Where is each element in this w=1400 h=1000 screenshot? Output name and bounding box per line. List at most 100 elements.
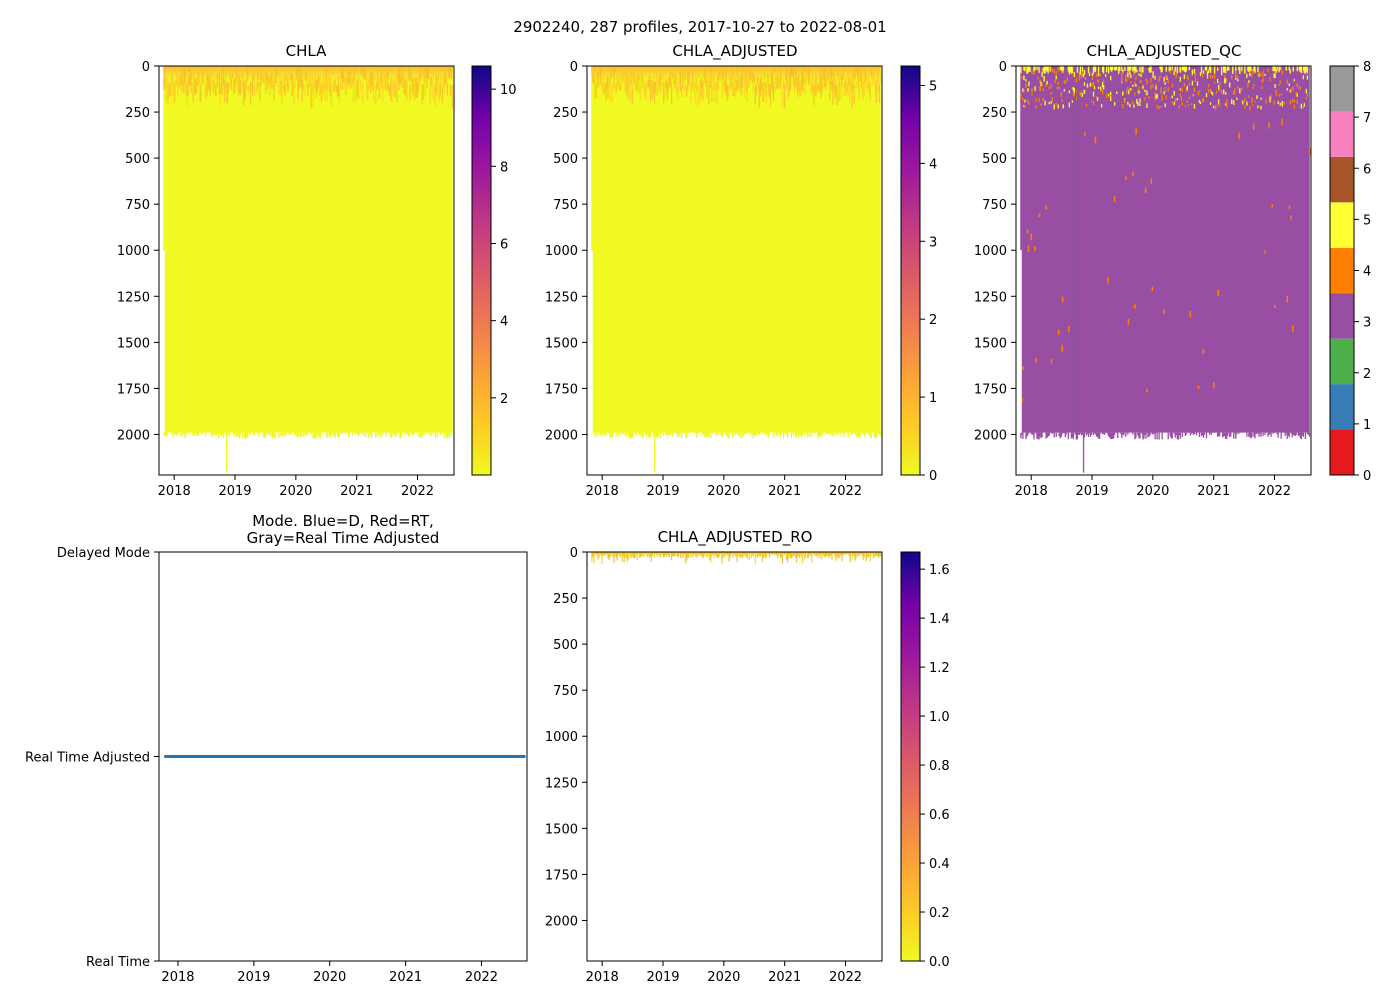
- chla-adjusted-qc-x-tick-label-2022: 2022: [1258, 484, 1291, 499]
- chla-surface-col: [420, 66, 422, 79]
- chla-adjusted-surface-col: [609, 79, 611, 102]
- chla-adjusted-qc-surface-speck: [1289, 69, 1291, 74]
- chla-adjusted-qc-surface-speck: [1134, 92, 1136, 96]
- chla-adjusted-qc-surface-speck: [1198, 90, 1201, 93]
- chla-adjusted-qc-bottom-col: [1193, 432, 1196, 435]
- chla-adjusted-bottom-col: [843, 432, 845, 438]
- chla-bottom-col: [212, 432, 214, 434]
- chla-adjusted-qc-surface-top: [1087, 66, 1090, 73]
- chla-adjusted-ro-ro-col: [756, 552, 758, 558]
- chla-adjusted-qc-surface-top: [1205, 66, 1208, 71]
- chla-adjusted-y-tick-label-750: 750: [553, 198, 578, 213]
- chla-surface-col: [444, 69, 447, 84]
- chla-adjusted-qc-surface-speck: [1146, 90, 1148, 96]
- chla-surface-col: [346, 71, 349, 83]
- chla-adjusted-qc-surface-top: [1036, 66, 1038, 71]
- chla-adjusted-qc-bottom-col: [1291, 432, 1293, 438]
- chla-adjusted-qc-surface-speck: [1161, 98, 1163, 101]
- chla-adjusted-ro-ro-col: [845, 552, 847, 555]
- chla-adjusted-qc-bottom-col: [1080, 432, 1083, 436]
- chla-adjusted-bottom-col: [752, 432, 754, 439]
- chla-adjusted-qc-flag: [1151, 286, 1154, 292]
- chla-surface-col: [414, 77, 416, 101]
- chla-adjusted-bottom-col: [704, 432, 706, 438]
- chla-surface-col: [164, 69, 166, 88]
- chla-adjusted-qc-flag: [1038, 213, 1041, 217]
- chla-adjusted-bottom-col: [785, 432, 788, 435]
- chla-adjusted-qc-surface-speck: [1293, 99, 1295, 103]
- chla-adjusted-surface-col: [629, 80, 631, 102]
- chla-surface-col: [343, 75, 346, 86]
- chla-adjusted-qc-colorbar-segment-6: [1330, 156, 1354, 203]
- chla-adjusted-surface-col: [798, 74, 800, 93]
- chla-bottom-col: [213, 432, 216, 435]
- chla-bottom-col: [417, 432, 419, 437]
- chla-adjusted-surface-col: [674, 73, 677, 84]
- chla-adjusted-bottom-col: [681, 432, 683, 439]
- chla-adjusted-ro-ro-col: [728, 552, 730, 562]
- chla-adjusted-surface-col: [839, 70, 841, 81]
- chla-adjusted-qc-bottom-col: [1205, 432, 1208, 439]
- chla-bottom-col: [329, 432, 332, 438]
- chla-surface-col: [326, 81, 328, 102]
- chla-adjusted-qc-bottom-col: [1111, 432, 1113, 440]
- chla-adjusted-qc-surface-speck: [1273, 100, 1275, 105]
- chla-adjusted-qc-surface-speck: [1023, 75, 1025, 81]
- chla-adjusted-surface-col: [854, 67, 856, 80]
- chla-adjusted-surface-col: [800, 80, 802, 97]
- chla-bottom-col: [246, 432, 249, 438]
- chla-adjusted-surface-col: [753, 73, 755, 84]
- chla-adjusted-surface-col: [689, 70, 691, 79]
- chla-adjusted-ro-ro-col: [716, 552, 718, 558]
- chla-adjusted-qc-surface-speck: [1095, 96, 1098, 99]
- chla-bottom-col: [269, 432, 271, 437]
- chla-surface-col: [293, 84, 295, 105]
- chla-bottom-col: [439, 432, 441, 436]
- chla-adjusted-qc-bottom-col: [1088, 432, 1091, 434]
- chla-adjusted-ro-ro-col: [867, 552, 869, 557]
- chla-adjusted-surface-col: [604, 84, 606, 92]
- chla-bottom-col: [174, 432, 176, 435]
- chla-adjusted-qc-bottom-col: [1307, 432, 1310, 435]
- chla-adjusted-qc-bottom-col: [1081, 432, 1084, 435]
- chla-adjusted-ro-ro-col: [619, 552, 621, 558]
- chla-adjusted-qc-bottom-col: [1117, 432, 1119, 439]
- chla-adjusted-qc-bottom-col: [1209, 432, 1212, 434]
- chla-profiles: [161, 66, 454, 473]
- chla-bottom-col: [265, 432, 267, 438]
- chla-adjusted-surface-col: [644, 85, 647, 96]
- chla-adjusted-surface-col: [812, 73, 814, 92]
- chla-adjusted-qc-surface-speck: [1265, 99, 1267, 104]
- chla-adjusted-qc-surface-top: [1076, 66, 1079, 73]
- chla-adjusted-surface-col: [875, 79, 878, 103]
- chla-adjusted-qc-surface-speck: [1197, 90, 1200, 96]
- chla-bottom-col: [295, 432, 297, 435]
- chla-bottom-col: [254, 432, 256, 435]
- chla-adjusted-bottom-col: [840, 432, 842, 437]
- chla-colorbar-tick-label-10: 10: [500, 83, 517, 98]
- chla-adjusted-surface-col: [643, 79, 646, 97]
- chla-adjusted-ro-ro-col: [829, 552, 831, 557]
- chla-bottom-col: [219, 432, 222, 437]
- chla-adjusted-bottom-col: [662, 432, 665, 437]
- chla-adjusted-ro-ro-col: [785, 552, 788, 560]
- chla-surface-col: [210, 71, 212, 90]
- chla-bottom-col: [441, 432, 443, 434]
- chla-adjusted-bottom-col: [868, 432, 870, 436]
- chla-adjusted-surface-col: [638, 69, 640, 94]
- chla-surface-col: [438, 83, 440, 103]
- chla-adjusted-bottom-col: [728, 432, 730, 439]
- chla-adjusted-qc-surface-top: [1102, 66, 1105, 74]
- chla-adjusted-surface-col: [803, 66, 805, 84]
- chla-adjusted-qc-surface-speck: [1064, 80, 1066, 85]
- chla-bottom-col: [243, 432, 246, 439]
- chla-adjusted-colorbar-tick-label-5: 5: [929, 79, 937, 94]
- chla-adjusted-bottom-col: [758, 432, 761, 435]
- chla-bottom-col: [310, 432, 312, 435]
- chla-adjusted-surface-col: [681, 85, 683, 98]
- chla-surface-col: [207, 77, 209, 89]
- chla-adjusted-qc-surface-speck: [1138, 73, 1140, 76]
- chla-surface-col: [426, 66, 428, 89]
